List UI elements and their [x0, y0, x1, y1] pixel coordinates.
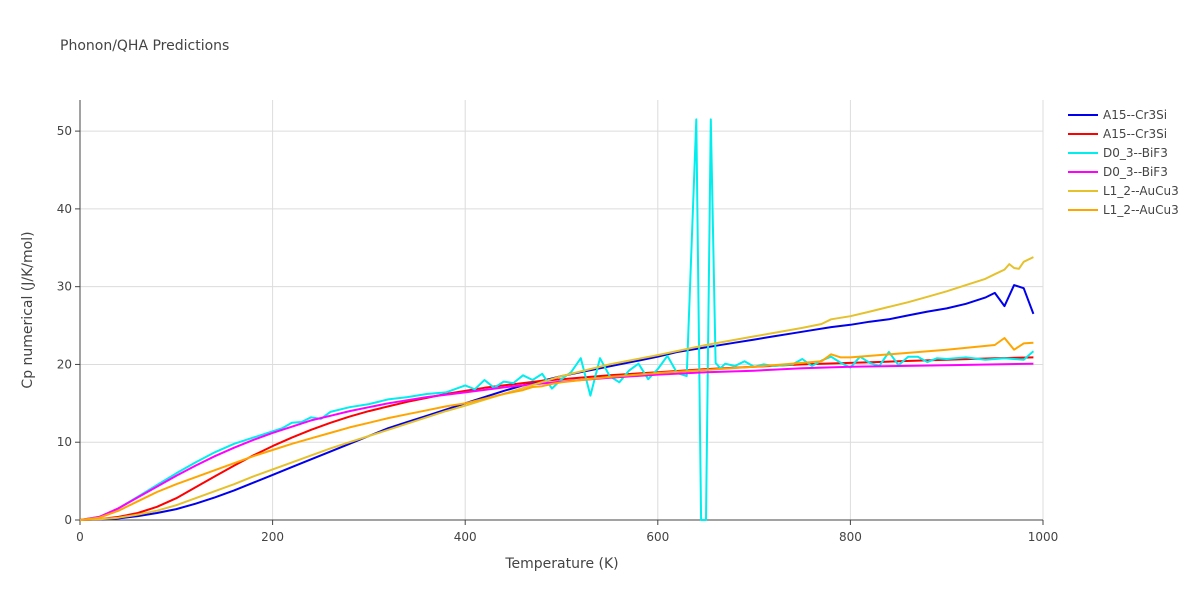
y-tick-label: 30 — [57, 280, 72, 294]
legend-label: L1_2--AuCu3 — [1103, 203, 1179, 217]
legend: A15--Cr3Si A15--Cr3Si D0_3--BiF3 D0_3--BiF3… — [1068, 108, 1179, 217]
legend-label: A15--Cr3Si — [1103, 108, 1167, 122]
series-line-2[interactable] — [79, 118, 1035, 521]
legend-label: D0_3--BiF3 — [1103, 146, 1168, 160]
y-tick-label: 40 — [57, 202, 72, 216]
legend-label: D0_3--BiF3 — [1103, 165, 1168, 179]
series-line-5[interactable] — [79, 337, 1034, 521]
y-tick-label: 20 — [57, 357, 72, 371]
x-tick-label: 1000 — [1028, 530, 1059, 544]
x-tick-label: 200 — [261, 530, 284, 544]
chart-title: Phonon/QHA Predictions — [60, 38, 229, 54]
x-tick-label: 400 — [454, 530, 477, 544]
y-tick-label: 50 — [57, 124, 72, 138]
series-line-0[interactable] — [79, 284, 1035, 521]
legend-label: A15--Cr3Si — [1103, 127, 1167, 141]
y-tick-label: 0 — [64, 513, 72, 527]
x-axis-title: Temperature (K) — [504, 556, 618, 572]
x-tick-label: 0 — [76, 530, 84, 544]
x-tick-label: 600 — [646, 530, 669, 544]
plot-area[interactable] — [79, 118, 1035, 521]
axes: 0 200 400 600 800 1000 0 10 20 30 40 50 — [57, 100, 1059, 544]
y-axis-title: Cp numerical (J/K/mol) — [20, 231, 36, 388]
series-line-4[interactable] — [79, 256, 1034, 521]
legend-label: L1_2--AuCu3 — [1103, 184, 1179, 198]
series-line-3[interactable] — [79, 362, 1034, 521]
grid-lines — [80, 100, 1044, 520]
x-tick-label: 800 — [839, 530, 862, 544]
y-tick-label: 10 — [57, 435, 72, 449]
